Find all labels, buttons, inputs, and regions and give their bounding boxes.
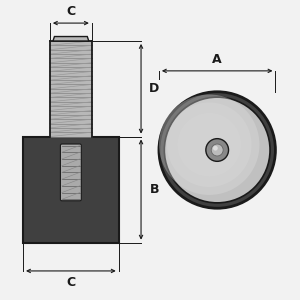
Text: B: B xyxy=(150,183,159,196)
Circle shape xyxy=(164,97,270,203)
Text: D: D xyxy=(149,82,160,95)
Bar xyxy=(50,41,92,136)
Circle shape xyxy=(159,94,260,195)
Circle shape xyxy=(206,139,229,161)
Circle shape xyxy=(211,144,223,156)
Circle shape xyxy=(213,146,218,151)
Text: A: A xyxy=(212,53,222,66)
Bar xyxy=(23,136,118,243)
Polygon shape xyxy=(53,37,89,41)
Circle shape xyxy=(167,102,251,187)
FancyBboxPatch shape xyxy=(60,144,81,201)
Text: C: C xyxy=(66,276,75,289)
Circle shape xyxy=(178,113,241,176)
Circle shape xyxy=(159,92,275,208)
Text: C: C xyxy=(66,5,75,18)
